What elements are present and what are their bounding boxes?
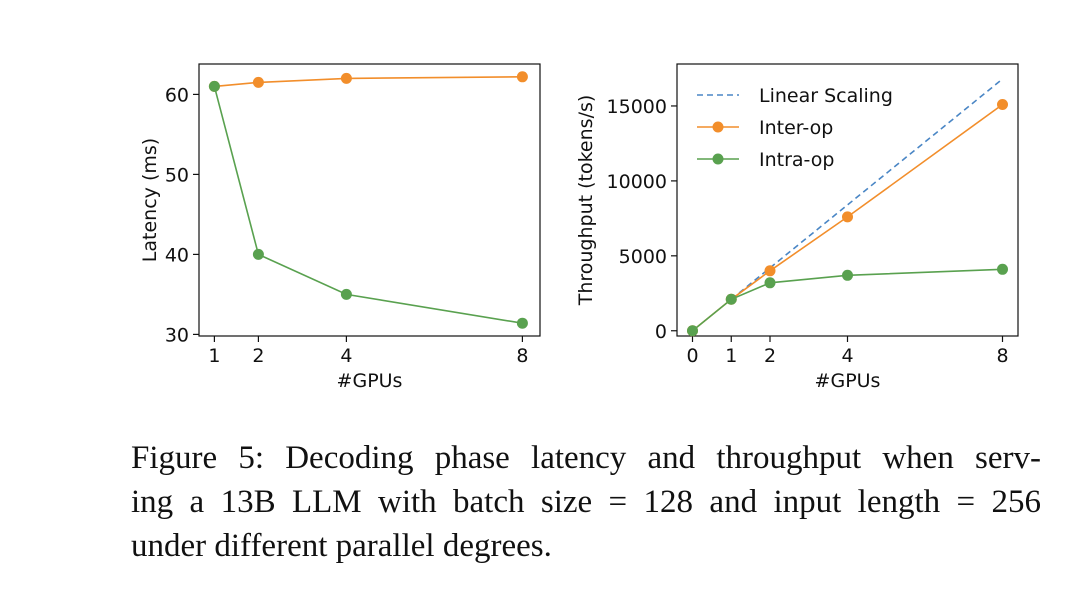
legend-label-inter-op: Inter-op	[759, 117, 833, 139]
data-point-intra-op	[842, 269, 853, 281]
legend-label-intra-op: Intra-op	[759, 149, 834, 171]
y-tick-label: 40	[165, 244, 189, 266]
data-point-intra-op	[516, 317, 528, 329]
data-point-inter-op	[516, 71, 528, 83]
series-line-inter-op	[214, 76, 523, 88]
y-tick-label: 50	[165, 164, 189, 186]
y-axis-label: Latency (ms)	[139, 138, 161, 262]
legend-label-linear-scaling: Linear Scaling	[759, 85, 893, 107]
data-point-inter-op	[340, 72, 352, 84]
legend-marker-inter-op	[712, 121, 724, 133]
x-tick-label: 2	[764, 345, 776, 367]
series-line-intra-op	[213, 86, 523, 324]
chart-1: 1 2 4 8 30 40 50 60 #GPUs Latency (ms)	[139, 63, 541, 392]
y-tick-label: 5000	[619, 246, 667, 268]
chart-2: 0 1 2 4 8 0 5000 10000 15000 #GPUs Throughput (tok…	[575, 63, 1019, 392]
data-point-intra-op	[764, 277, 776, 289]
data-point-intra-op	[208, 80, 220, 92]
x-tick-label: 0	[686, 345, 698, 367]
x-tick-label: 1	[725, 345, 737, 367]
x-tick-label: 1	[208, 345, 220, 367]
data-point-intra-op	[725, 293, 737, 305]
y-tick-label: 0	[655, 321, 667, 343]
x-tick-label: 8	[996, 345, 1008, 367]
x-tick-label: 2	[252, 345, 264, 367]
data-point-intra-op	[252, 248, 264, 260]
y-tick-label: 10000	[607, 171, 667, 193]
x-tick-label: 4	[841, 345, 853, 367]
data-point-intra-op	[687, 325, 698, 337]
caption-line-2: ing a 13B LLM with batch size = 128 and …	[131, 484, 1041, 520]
data-point-intra-op	[340, 288, 352, 300]
legend-marker-intra-op	[712, 153, 724, 165]
caption-line-1: Figure 5: Decoding phase latency and thr…	[131, 440, 1041, 476]
y-tick-label: 60	[165, 84, 189, 106]
figure: 1 2 4 8 30 40 50 60 #GPUs Latency (ms) 0 1 2 4 8 0 5000 1…	[139, 63, 1019, 392]
x-axis-label: #GPUs	[815, 370, 881, 392]
y-tick-label: 30	[165, 324, 189, 346]
data-point-inter-op	[842, 211, 853, 223]
y-tick-label: 15000	[607, 96, 667, 118]
x-tick-label: 4	[340, 345, 352, 367]
legend: Linear Scaling Inter-op Intra-op	[697, 85, 893, 171]
data-point-inter-op	[764, 265, 776, 277]
caption-line-3: under different parallel degrees.	[131, 528, 552, 564]
data-point-inter-op	[997, 98, 1008, 110]
series-line-linear-scaling	[730, 78, 1004, 300]
data-point-intra-op	[997, 263, 1008, 275]
y-axis-label: Throughput (tokens/s)	[575, 95, 597, 307]
plot-frame	[198, 63, 541, 337]
x-tick-label: 8	[516, 345, 528, 367]
figure-caption: Figure 5: Decoding phase latency and thr…	[131, 436, 1041, 568]
data-point-inter-op	[252, 76, 264, 88]
x-axis-label: #GPUs	[337, 370, 403, 392]
